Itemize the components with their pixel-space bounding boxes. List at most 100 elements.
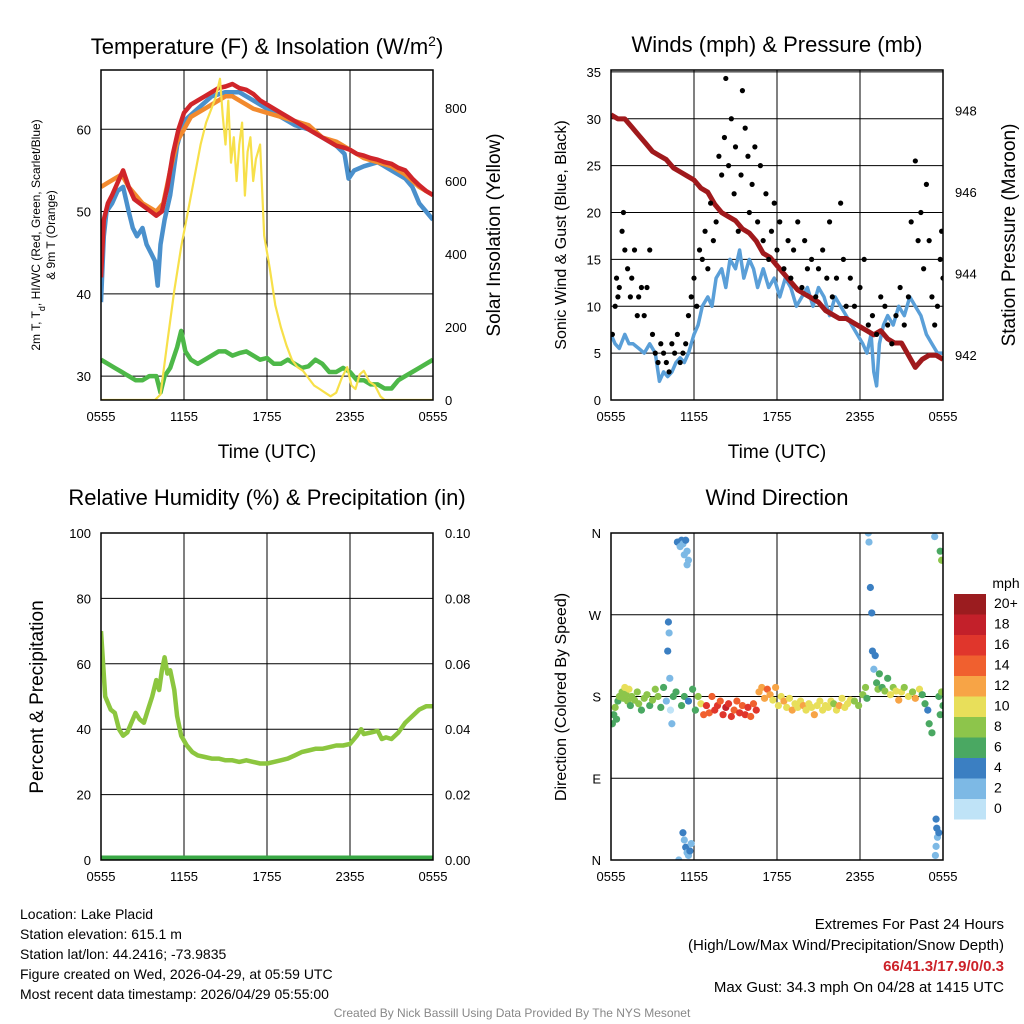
direction-point [863, 694, 871, 702]
y2-tick-label: 0.02 [445, 788, 470, 803]
direction-point [666, 674, 674, 682]
direction-point [727, 712, 735, 721]
colorbar-title: mph [992, 575, 1019, 591]
plot-border [610, 532, 944, 861]
direction-point [938, 556, 943, 564]
gust-point [851, 303, 858, 309]
gust-point [878, 294, 884, 300]
y2-tick-label: 942 [955, 348, 977, 363]
direction-point [646, 701, 654, 710]
colorbar-label: 16 [994, 636, 1010, 652]
direction-point [936, 711, 943, 719]
gust-point [683, 341, 689, 347]
gust-point [799, 284, 805, 291]
series-line-yellow [101, 77, 433, 400]
direction-point [657, 703, 665, 712]
direction-point [861, 683, 870, 692]
extremes-values: 66/41.3/17.9/0/0.3 [883, 958, 1004, 975]
gust-point [788, 275, 794, 281]
y2-tick-label: 948 [955, 104, 977, 119]
gust-point [612, 303, 618, 309]
direction-point [684, 556, 693, 564]
colorbar-label: 20+ [994, 595, 1018, 611]
direction-point [918, 691, 926, 699]
y-tick-label: 20 [77, 788, 91, 803]
credit-line: Created By Nick Bassill Using Data Provi… [333, 1006, 691, 1020]
colorbar-label: 14 [994, 657, 1010, 673]
direction-point [612, 715, 621, 723]
gust-point [669, 341, 675, 347]
gust-point [663, 359, 669, 366]
x-tick-label: 1155 [680, 409, 708, 424]
y-tick-label: 30 [587, 112, 601, 127]
gust-point [774, 247, 780, 253]
title-superscript: 2 [428, 33, 436, 49]
direction-point [884, 674, 892, 682]
y-tick-label: 0 [84, 853, 91, 868]
gust-point [874, 331, 880, 337]
direction-point [925, 720, 933, 728]
y2-tick-label: 0.08 [445, 591, 470, 606]
direction-point [625, 685, 633, 693]
x-tick-label: 0555 [929, 869, 958, 884]
colorbar-swatch [954, 614, 986, 635]
gust-point [791, 247, 797, 253]
direction-point [705, 709, 713, 717]
direction-point [680, 692, 688, 701]
chart-title: Winds (mph) & Pressure (mb) [632, 32, 923, 57]
direction-point [807, 703, 816, 712]
gust-point [702, 228, 708, 234]
direction-point [622, 691, 630, 699]
panel-3: 0555 1155 1755 2355 05550204060801000.000.02… [27, 485, 470, 884]
direction-point [886, 691, 895, 699]
gust-point [815, 266, 822, 272]
gust-point [705, 266, 711, 272]
direction-point [744, 703, 752, 712]
direction-point [774, 701, 782, 710]
y2-tick-label: 400 [445, 247, 467, 262]
series-line-red [101, 81, 433, 278]
x-tick-label: 0555 [597, 869, 626, 884]
colorbar-label: 6 [994, 739, 1002, 755]
max-gust: Max Gust: 34.3 mph On 04/28 at 1415 UTC [713, 979, 1004, 996]
gust-point [716, 153, 722, 159]
gust-point [739, 88, 746, 94]
y2-axis-label: Station Pressure (Maroon) [999, 124, 1020, 347]
gust-point [771, 200, 777, 206]
direction-point [654, 692, 662, 701]
gust-point [826, 219, 833, 225]
direction-point [749, 700, 758, 708]
direction-point [785, 694, 794, 702]
x-tick-label: 0555 [929, 409, 958, 424]
colorbar-swatch [954, 696, 986, 717]
gust-point [745, 153, 751, 159]
gust-point [889, 341, 895, 347]
gust-point [660, 350, 667, 356]
direction-point [689, 685, 697, 693]
gust-point [932, 322, 938, 328]
y-tick-label: S [592, 690, 601, 705]
series-group [101, 77, 433, 400]
y-axis-label: 2m T, Td, HI/WC (Red, Green, Scarlet/Blu… [29, 119, 47, 350]
gust-point [838, 200, 844, 206]
gust-point [768, 228, 775, 234]
extremes-title: Extremes For Past 24 Hours [814, 916, 1004, 933]
direction-point [677, 701, 686, 710]
colorbar-swatch [954, 655, 986, 676]
gust-point [882, 303, 888, 309]
colorbar-label: 4 [994, 759, 1002, 775]
direction-point [664, 647, 672, 655]
direction-point [864, 533, 872, 537]
y-axis-label: Percent & Precipitation [27, 600, 48, 793]
gust-point [725, 163, 732, 169]
direction-point [911, 694, 919, 702]
y-tick-label: 60 [77, 657, 91, 672]
gust-point [897, 284, 903, 291]
direction-point [708, 692, 716, 701]
colorbar-swatch [954, 676, 986, 697]
direction-point [816, 697, 824, 705]
gust-point [644, 284, 650, 291]
direction-point [810, 711, 818, 719]
gust-point [833, 275, 840, 281]
